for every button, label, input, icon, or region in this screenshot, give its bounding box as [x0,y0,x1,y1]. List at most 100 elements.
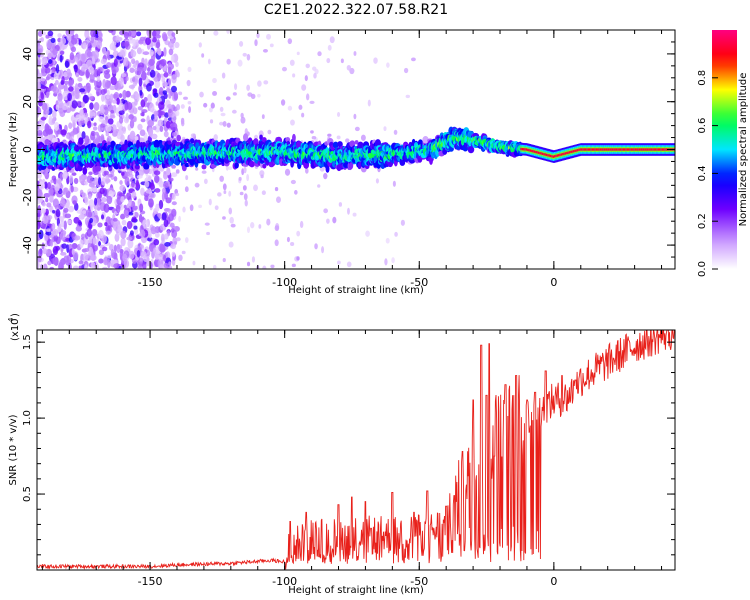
heatmap-speckle [92,40,99,47]
heatmap-speckle [222,216,226,220]
heatmap-speckle [299,220,304,228]
heatmap-speckle [118,93,123,99]
heatmap-speckle [74,235,81,241]
heatmap-speckle [112,222,119,231]
heatmap-speckle [246,226,251,234]
heatmap-speckle [37,44,44,54]
heatmap-speckle [222,183,227,191]
heatmap-speckle [284,168,291,176]
heatmap-speckle [253,184,258,192]
heatmap-ridge-cell [135,140,141,149]
heatmap-speckle [146,30,152,37]
heatmap-speckle [116,243,121,254]
heatmap-speckle [373,57,378,64]
heatmap-speckle [98,241,102,247]
heatmap-speckle [96,91,100,97]
heatmap-speckle [98,258,104,264]
heatmap-speckle [40,91,45,100]
heatmap-speckle [131,58,136,65]
heatmap-speckle [130,50,137,58]
heatmap-speckle [88,171,93,176]
heatmap-speckle [219,175,224,182]
heatmap-speckle [198,42,202,48]
heatmap-speckle [185,175,189,181]
heatmap-ridge-cell [167,140,172,145]
heatmap-speckle [77,77,83,82]
heatmap-speckle [66,32,72,42]
heatmap-speckle [46,202,52,208]
heatmap-speckle [321,246,325,254]
heatmap-speckle [37,187,43,197]
heatmap-speckle [75,72,80,78]
heatmap-speckle [132,107,138,115]
heatmap-speckle [96,198,101,208]
heatmap-speckle [400,219,405,226]
heatmap-speckle [239,191,244,196]
heatmap-speckle [59,231,66,241]
heatmap-speckle [332,216,337,224]
heatmap-speckle [305,167,309,174]
heatmap-speckle [124,40,130,48]
heatmap-speckle [296,51,300,56]
heatmap-speckle [386,62,390,68]
heatmap-speckle [138,257,144,264]
heatmap-speckle [181,121,185,127]
heatmap-speckle [64,213,72,219]
heatmap-speckle [261,190,266,196]
heatmap-speckle [105,62,112,68]
heatmap-speckle [73,64,78,73]
heatmap-speckle [175,192,180,197]
heatmap-speckle [37,129,43,136]
heatmap-speckle [49,115,53,122]
heatmap-speckle [204,222,210,226]
heatmap-speckle [155,30,161,36]
heatmap-speckle [120,230,127,239]
heatmap-speckle [79,88,86,93]
heatmap-speckle [100,94,105,102]
heatmap-speckle [51,222,56,231]
heatmap-speckle [86,175,93,184]
heatmap-speckle [266,33,271,40]
heatmap-speckle [96,191,102,200]
heatmap-speckle [178,91,183,96]
heatmap-speckle [184,186,189,193]
heatmap-speckle [125,76,129,82]
heatmap-speckle [170,222,175,228]
heatmap-speckle [115,82,122,91]
heatmap-speckle [136,74,142,79]
heatmap-speckle [203,178,208,185]
heatmap-speckle [337,260,341,265]
heatmap-speckle [164,71,169,78]
heatmap-speckle [159,244,166,253]
heatmap-speckle [189,204,194,212]
heatmap-speckle [80,101,86,108]
heatmap-speckle [126,236,133,241]
heatmap-speckle [171,192,176,201]
heatmap-speckle [203,102,208,108]
heatmap-speckle [262,49,268,53]
heatmap-speckle [55,104,60,111]
heatmap-speckle [159,111,166,116]
heatmap-speckle [149,69,156,78]
heatmap-speckle [182,206,186,213]
heatmap-speckle [84,264,88,269]
heatmap-speckle [163,262,169,269]
heatmap-speckle [128,211,134,216]
heatmap-speckle [81,192,87,200]
heatmap-speckle [243,166,247,174]
heatmap-speckle [104,72,111,79]
heatmap-speckle [93,102,100,111]
heatmap-speckle [257,93,261,98]
heatmap-speckle [337,111,341,118]
heatmap-speckle [86,85,91,94]
heatmap-speckle [71,90,76,96]
heatmap-speckle [93,177,99,186]
heatmap-speckle [226,30,230,34]
heatmap-speckle [154,174,160,184]
heatmap-speckle [208,198,212,206]
heatmap-speckle [140,99,146,108]
heatmap-speckle [393,129,398,135]
heatmap-speckle [96,75,101,83]
heatmap-speckle [40,116,47,121]
heatmap-speckle [130,180,135,188]
